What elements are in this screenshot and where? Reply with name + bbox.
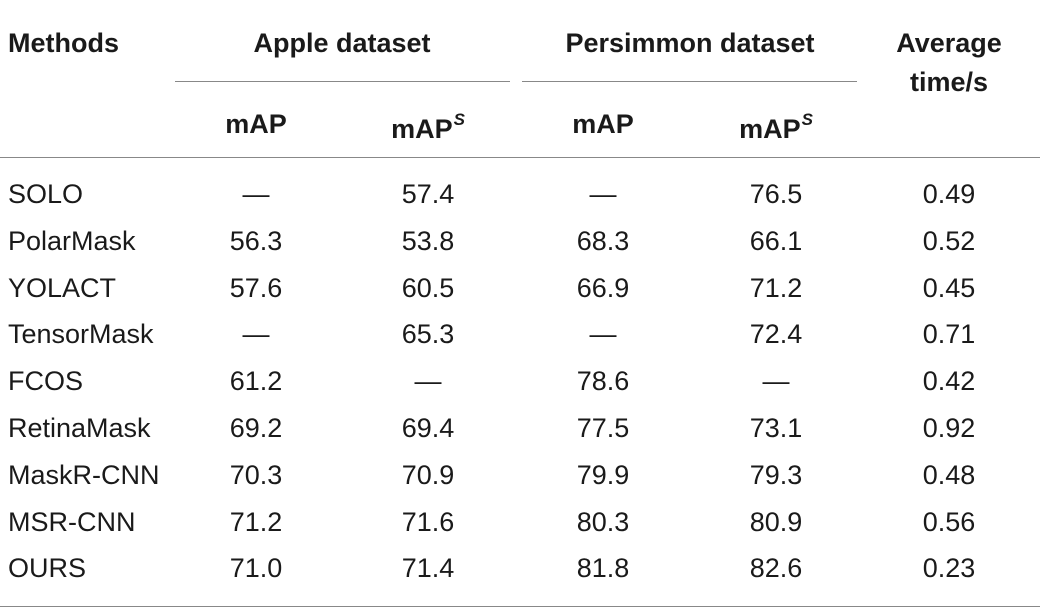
- cell-persimmon-map: 79.9: [576, 459, 630, 490]
- cell-method: TensorMask: [8, 319, 154, 350]
- cell-persimmon-map: 80.3: [576, 506, 630, 537]
- cell-persimmon-map-s: 80.9: [749, 506, 803, 537]
- cell-average-time: 0.49: [922, 179, 976, 209]
- header-apple-dataset: Apple dataset: [253, 28, 431, 58]
- map-s-base: mAP: [391, 114, 453, 144]
- cell-apple-map-s: 57.4: [401, 179, 455, 209]
- header-persimmon-map: mAP: [572, 109, 634, 139]
- cell-apple-map: 71.0: [229, 553, 283, 584]
- cell-method: PolarMask: [8, 225, 136, 256]
- cell-persimmon-map: —: [589, 319, 617, 350]
- header-methods: Methods: [8, 28, 119, 58]
- header-average: Average: [896, 28, 1002, 58]
- cell-average-time: 0.92: [922, 413, 976, 443]
- cell-method: SOLO: [8, 179, 84, 209]
- cell-persimmon-map-s: 71.2: [749, 272, 803, 303]
- cell-apple-map: 71.2: [229, 506, 283, 537]
- cell-apple-map-s: 71.4: [401, 553, 455, 584]
- cell-persimmon-map: —: [589, 179, 617, 209]
- apple-group-rule: [175, 81, 510, 82]
- header-time: time/s: [909, 67, 989, 97]
- cell-apple-map-s: 71.6: [401, 506, 455, 537]
- cell-persimmon-map: 81.8: [576, 553, 630, 584]
- header-rule: [0, 157, 1040, 158]
- cell-apple-map: —: [242, 179, 270, 209]
- header-apple-map: mAP: [225, 109, 287, 139]
- cell-method: MaskR-CNN: [8, 459, 160, 490]
- cell-method: RetinaMask: [8, 413, 151, 443]
- map-s-superscript: S: [453, 110, 465, 129]
- cell-apple-map: 70.3: [229, 459, 283, 490]
- cell-average-time: 0.52: [922, 225, 976, 256]
- cell-average-time: 0.71: [922, 319, 976, 350]
- cell-persimmon-map-s: 82.6: [749, 553, 803, 584]
- bottom-rule: [0, 606, 1040, 607]
- cell-apple-map-s: 53.8: [401, 225, 455, 256]
- cell-apple-map-s: 70.9: [401, 459, 455, 490]
- cell-average-time: 0.42: [922, 366, 976, 397]
- cell-persimmon-map-s: 76.5: [749, 179, 803, 209]
- cell-persimmon-map-s: 73.1: [749, 413, 803, 443]
- cell-apple-map: 69.2: [229, 413, 283, 443]
- map-s-base: mAP: [739, 114, 801, 144]
- cell-persimmon-map-s: —: [762, 366, 790, 397]
- cell-persimmon-map-s: 79.3: [749, 459, 803, 490]
- cell-persimmon-map-s: 72.4: [749, 319, 803, 350]
- cell-average-time: 0.23: [922, 553, 976, 584]
- persimmon-group-rule: [522, 81, 857, 82]
- cell-average-time: 0.56: [922, 506, 976, 537]
- cell-apple-map: 57.6: [229, 272, 283, 303]
- header-persimmon-map-s: mAPS: [739, 111, 813, 143]
- cell-method: FCOS: [8, 366, 84, 397]
- cell-persimmon-map: 78.6: [576, 366, 630, 397]
- cell-method: OURS: [8, 553, 87, 584]
- header-persimmon-dataset: Persimmon dataset: [565, 28, 815, 58]
- cell-apple-map: 61.2: [229, 366, 283, 397]
- cell-apple-map-s: 69.4: [401, 413, 455, 443]
- cell-apple-map-s: 60.5: [401, 272, 455, 303]
- cell-persimmon-map: 66.9: [576, 272, 630, 303]
- cell-method: YOLACT: [8, 272, 117, 303]
- cell-persimmon-map: 68.3: [576, 225, 630, 256]
- cell-persimmon-map: 77.5: [576, 413, 630, 443]
- cell-apple-map-s: 65.3: [401, 319, 455, 350]
- header-apple-map-s: mAPS: [391, 111, 465, 143]
- cell-apple-map: 56.3: [229, 225, 283, 256]
- cell-method: MSR-CNN: [8, 506, 136, 537]
- cell-average-time: 0.45: [922, 272, 976, 303]
- cell-persimmon-map-s: 66.1: [749, 225, 803, 256]
- map-s-superscript: S: [801, 110, 813, 129]
- cell-average-time: 0.48: [922, 459, 976, 490]
- cell-apple-map: —: [242, 319, 270, 350]
- cell-apple-map-s: —: [414, 366, 442, 397]
